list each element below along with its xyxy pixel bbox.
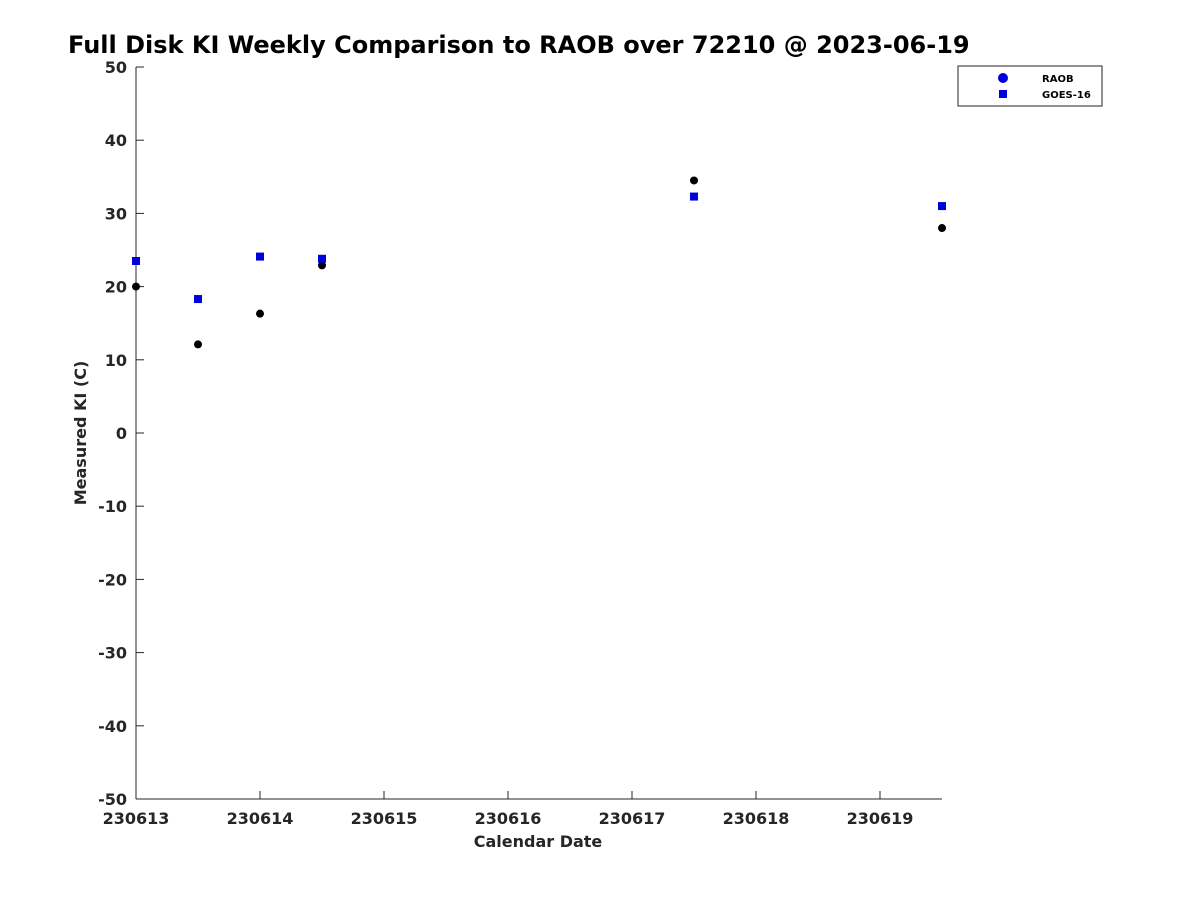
x-tick-label: 230619 — [847, 809, 914, 828]
y-tick-label: 40 — [105, 131, 127, 150]
x-tick-label: 230616 — [475, 809, 542, 828]
y-tick-label: -20 — [98, 570, 127, 589]
goes-16-point — [938, 202, 946, 211]
y-tick-label: 30 — [105, 204, 127, 223]
y-tick-label: -30 — [98, 644, 127, 663]
x-axis-label: Calendar Date — [474, 832, 603, 851]
x-tick-label: 230615 — [351, 809, 418, 828]
legend-goes-16-marker — [999, 90, 1007, 98]
x-tick-label: 230618 — [723, 809, 790, 828]
x-axis-ticks: 230613 230614 230615 230616 230617 230618 2306… — [103, 791, 914, 828]
raob-point — [318, 261, 326, 270]
data-points — [132, 176, 946, 349]
goes-16-point — [132, 256, 140, 265]
y-tick-label: 10 — [105, 351, 127, 370]
raob-point — [690, 176, 698, 185]
legend: RAOB GOES-16 — [957, 65, 1103, 107]
legend-raob-marker — [998, 73, 1008, 83]
x-tick-label: 230613 — [103, 809, 170, 828]
legend-goes-16-label: GOES-16 — [1042, 90, 1091, 101]
y-tick-label: -10 — [98, 497, 127, 516]
goes-16-point — [194, 295, 202, 304]
raob-point — [132, 282, 140, 291]
y-axis-ticks: 50 40 30 20 10 0 -10 -20 -30 -40 -50 — [98, 58, 144, 809]
goes-16-point — [318, 254, 326, 263]
legend-raob-label: RAOB — [1042, 74, 1074, 85]
goes-16-point — [256, 252, 264, 261]
chart-title: Full Disk KI Weekly Comparison to RAOB o… — [68, 31, 970, 59]
y-axis-label: Measured KI (C) — [71, 361, 90, 506]
goes-16-point — [690, 192, 698, 201]
axes — [135, 67, 942, 800]
y-tick-label: -40 — [98, 717, 127, 736]
y-tick-label: 0 — [116, 424, 127, 443]
raob-point — [938, 224, 946, 233]
legend-box — [957, 65, 1103, 107]
y-tick-label: -50 — [98, 790, 127, 809]
x-tick-label: 230614 — [227, 809, 294, 828]
x-tick-label: 230617 — [599, 809, 666, 828]
y-tick-label: 20 — [105, 278, 127, 297]
y-tick-label: 50 — [105, 58, 127, 77]
raob-point — [194, 340, 202, 349]
raob-point — [256, 309, 264, 318]
